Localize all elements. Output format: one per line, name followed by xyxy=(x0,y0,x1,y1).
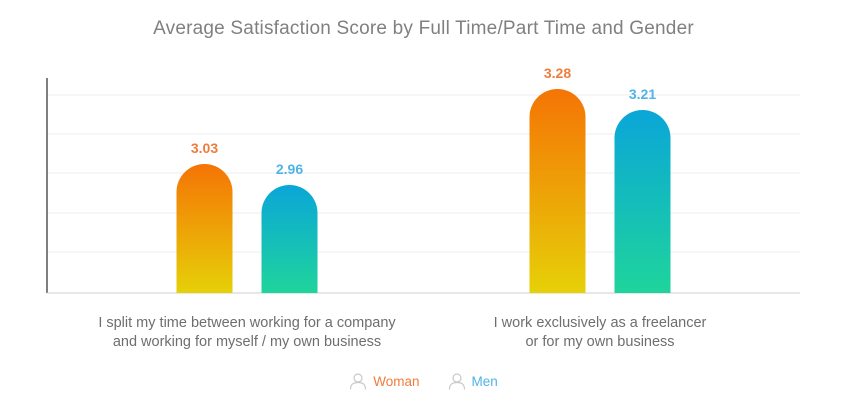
person-outline-icon xyxy=(350,373,367,390)
category-label-1-line-1: I split my time between working for a co… xyxy=(98,315,396,331)
legend-label-men: Men xyxy=(471,373,498,389)
person-outline-icon xyxy=(448,373,465,390)
category-label-2-line-1: I work exclusively as a freelancer xyxy=(494,315,707,331)
data-label-men-1: 2.96 xyxy=(276,161,303,177)
bar-men-1 xyxy=(261,185,318,293)
data-label-woman-1: 3.03 xyxy=(191,140,218,156)
category-label-1-line-2: and working for myself / my own business xyxy=(113,334,381,350)
bar-woman-2 xyxy=(529,89,586,294)
legend-item-men: Men xyxy=(448,372,498,390)
data-label-men-2: 3.21 xyxy=(629,86,656,102)
legend-label-woman: Woman xyxy=(373,373,420,389)
legend: Woman Men xyxy=(0,372,847,390)
category-label-2-line-2: or for my own business xyxy=(525,334,674,350)
data-label-woman-2: 3.28 xyxy=(544,65,571,81)
bar-woman-1 xyxy=(176,164,233,293)
chart-title: Average Satisfaction Score by Full Time/… xyxy=(153,18,694,39)
legend-item-woman: Woman xyxy=(349,372,420,390)
bar-men-2 xyxy=(614,110,671,294)
